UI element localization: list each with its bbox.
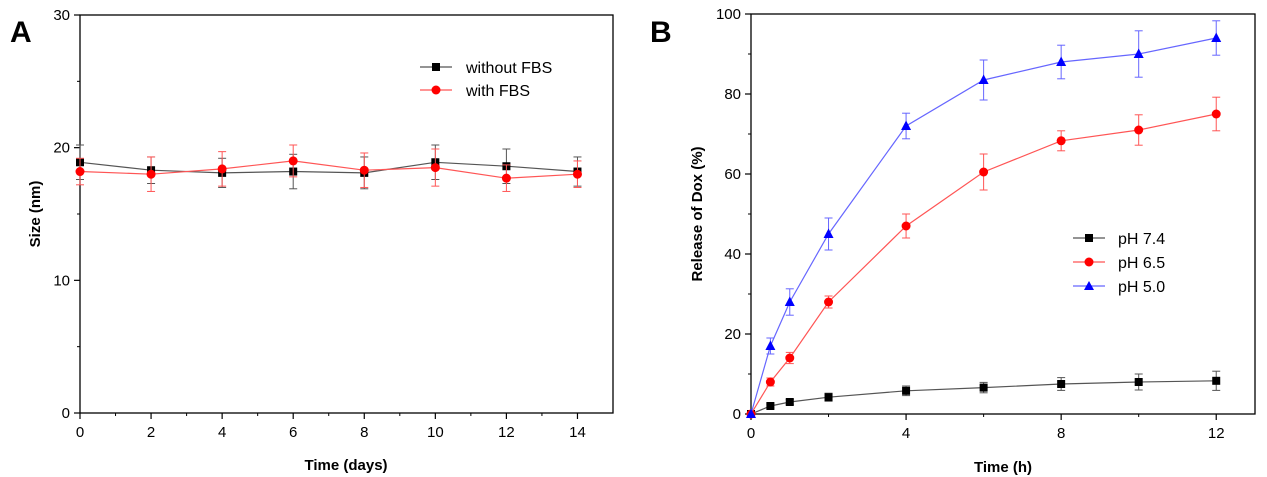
panel-b-series <box>746 20 1222 419</box>
panel-a-x-tick-label: 6 <box>289 424 297 441</box>
panel-a-label: A <box>10 16 32 49</box>
panel-b-label: B <box>650 16 672 49</box>
panel-a-legend: without FBS with FBS <box>420 60 552 100</box>
panel-a-x-tick-label: 10 <box>427 424 444 441</box>
panel-a-y-tick-label: 10 <box>53 272 70 289</box>
panel-b-frame <box>750 13 1256 415</box>
data-point-ph-6-5 <box>1056 136 1066 146</box>
series-line-with-fbs <box>79 160 578 179</box>
data-point-with-fbs <box>430 163 440 173</box>
series-ph-6-5 <box>746 96 1221 419</box>
panel-b-y-tick-label: 0 <box>733 406 741 423</box>
data-point-ph-5-0 <box>1056 56 1067 66</box>
panel-b-y-tick-label: 60 <box>724 166 741 183</box>
panel-b-y-tick-label: 100 <box>716 6 741 23</box>
panel-b-y-axis-label: Release of Dox (%) <box>689 146 706 281</box>
series-with-fbs <box>75 144 582 192</box>
panel-a-y-axis-label: Size (nm) <box>27 181 44 248</box>
panel-a-x-axis: 0 2 4 6 8 10 12 14 <box>76 413 586 441</box>
data-point-ph-7-4 <box>902 386 911 395</box>
data-point-with-fbs <box>75 167 85 177</box>
data-point-with-fbs <box>572 169 582 179</box>
panel-a-x-tick-label: 14 <box>569 424 586 441</box>
data-point-ph-6-5 <box>824 297 834 307</box>
panel-a-x-tick-label: 8 <box>360 424 368 441</box>
panel-b-y-tick-label: 20 <box>724 326 741 343</box>
data-point-with-fbs <box>217 164 227 174</box>
panel-a-x-tick-label: 2 <box>147 424 155 441</box>
legend-marker-without-fbs <box>432 63 440 71</box>
data-point-with-fbs <box>359 165 369 175</box>
legend-label-ph65: pH 6.5 <box>1118 255 1165 272</box>
panel-a-x-axis-label: Time (days) <box>304 457 387 474</box>
data-point-ph-5-0 <box>1133 48 1144 58</box>
panel-a-y-tick-label: 20 <box>53 140 70 157</box>
data-point-ph-7-4 <box>785 398 794 406</box>
panel-a: A 0 10 20 30 0 2 4 6 8 10 12 14 Time (days) Size (… <box>10 7 614 474</box>
panel-b-legend: pH 7.4 pH 6.5 pH 5.0 <box>1073 231 1165 296</box>
data-point-ph-6-5 <box>785 353 795 363</box>
data-point-ph-6-5 <box>979 167 989 177</box>
data-point-ph-7-4 <box>824 393 833 402</box>
data-point-ph-7-4 <box>1212 376 1221 385</box>
data-point-with-fbs <box>146 169 156 179</box>
panel-a-x-tick-label: 4 <box>218 424 226 441</box>
panel-a-x-tick-label: 12 <box>498 424 515 441</box>
data-point-ph-7-4 <box>1057 380 1066 388</box>
data-point-ph-5-0 <box>823 228 834 238</box>
data-point-ph-5-0 <box>746 408 756 418</box>
panel-b-x-tick-label: 4 <box>902 425 910 442</box>
panel-a-y-tick-label: 0 <box>62 405 70 422</box>
data-point-ph-6-5 <box>1134 125 1144 135</box>
panel-b-y-tick-label: 80 <box>724 86 741 103</box>
data-point-ph-6-5 <box>901 221 911 231</box>
panel-b-x-axis-label: Time (h) <box>974 459 1032 476</box>
panel-a-y-axis: 0 10 20 30 <box>53 7 80 422</box>
panel-a-y-tick-label: 30 <box>53 7 70 24</box>
legend-label-with-fbs: with FBS <box>465 83 530 100</box>
data-point-ph-5-0 <box>784 296 795 306</box>
panel-b: B 0 20 40 60 80 100 0 4 8 12 Time (h) Release of… <box>650 6 1256 476</box>
panel-b-y-tick-label: 40 <box>724 246 741 263</box>
panel-b-x-tick-label: 0 <box>747 425 755 442</box>
series-ph-7-4 <box>747 370 1221 418</box>
data-point-ph-7-4 <box>1134 378 1143 386</box>
data-point-with-fbs <box>288 156 298 166</box>
data-point-ph-5-0 <box>1211 32 1222 42</box>
data-point-with-fbs <box>501 173 511 183</box>
panel-a-series <box>75 144 582 192</box>
legend-label-ph74: pH 7.4 <box>1118 231 1165 248</box>
legend-label-without-fbs: without FBS <box>465 60 552 77</box>
panel-a-x-tick-label: 0 <box>76 424 84 441</box>
data-point-ph-5-0 <box>978 74 989 84</box>
legend-marker-ph50 <box>1084 281 1094 290</box>
data-point-ph-6-5 <box>765 377 775 387</box>
data-point-ph-7-4 <box>979 383 988 392</box>
legend-marker-with-fbs <box>431 85 441 95</box>
legend-label-ph50: pH 5.0 <box>1118 279 1165 296</box>
panel-b-y-axis: 0 20 40 60 80 100 <box>716 6 751 423</box>
data-point-ph-6-5 <box>1211 109 1221 119</box>
data-point-ph-7-4 <box>766 402 775 410</box>
series-ph-5-0 <box>746 20 1222 418</box>
series-line-without-fbs <box>79 161 578 174</box>
panel-b-x-axis: 0 4 8 12 <box>747 414 1225 442</box>
legend-marker-ph65 <box>1084 257 1094 267</box>
panel-b-x-tick-label: 12 <box>1208 425 1225 442</box>
panel-b-x-tick-label: 8 <box>1057 425 1065 442</box>
data-point-ph-5-0 <box>765 340 776 350</box>
legend-marker-ph74 <box>1085 234 1093 242</box>
data-point-ph-5-0 <box>901 120 912 130</box>
